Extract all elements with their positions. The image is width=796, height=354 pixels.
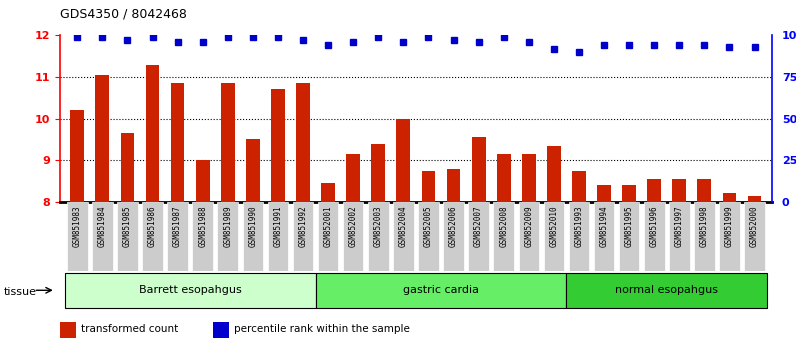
Bar — [597, 185, 611, 202]
Bar — [567, 273, 767, 308]
Bar — [443, 202, 464, 271]
Text: GSM851992: GSM851992 — [298, 205, 307, 247]
Bar — [343, 202, 364, 271]
Text: GSM852004: GSM852004 — [399, 205, 408, 247]
Bar — [522, 154, 536, 202]
Bar — [146, 64, 159, 202]
Bar — [246, 139, 259, 202]
Text: GSM852009: GSM852009 — [525, 205, 533, 247]
Text: normal esopahgus: normal esopahgus — [615, 285, 718, 295]
Text: GSM852000: GSM852000 — [750, 205, 759, 247]
Bar — [346, 154, 360, 202]
Bar — [117, 202, 138, 271]
Bar — [518, 202, 539, 271]
Text: GSM851994: GSM851994 — [599, 205, 609, 247]
Text: GSM851989: GSM851989 — [223, 205, 232, 247]
Bar — [544, 202, 564, 271]
Text: GSM851988: GSM851988 — [198, 205, 207, 247]
Bar — [315, 273, 567, 308]
Bar — [697, 179, 712, 202]
Bar — [243, 202, 263, 271]
Text: GSM852007: GSM852007 — [474, 205, 483, 247]
Text: GSM852010: GSM852010 — [549, 205, 558, 247]
Text: GSM851985: GSM851985 — [123, 205, 132, 247]
Bar — [694, 202, 715, 271]
Text: GSM851986: GSM851986 — [148, 205, 157, 247]
Text: GSM852008: GSM852008 — [499, 205, 508, 247]
Bar — [744, 202, 765, 271]
Text: GSM852003: GSM852003 — [374, 205, 383, 247]
Text: gastric cardia: gastric cardia — [403, 285, 479, 295]
Text: GSM851999: GSM851999 — [725, 205, 734, 247]
Bar — [393, 202, 414, 271]
Text: GSM851998: GSM851998 — [700, 205, 709, 247]
Bar — [213, 322, 229, 338]
Bar — [618, 202, 639, 271]
Bar — [673, 179, 686, 202]
Text: tissue: tissue — [4, 287, 37, 297]
Bar — [167, 202, 188, 271]
Text: GSM851991: GSM851991 — [274, 205, 283, 247]
Bar — [322, 183, 335, 202]
Bar — [594, 202, 615, 271]
Bar — [622, 185, 636, 202]
Bar — [494, 202, 514, 271]
Bar — [67, 202, 88, 271]
Bar — [217, 202, 238, 271]
Bar — [568, 202, 589, 271]
Bar — [196, 160, 209, 202]
Bar — [372, 144, 385, 202]
Text: GSM851996: GSM851996 — [650, 205, 659, 247]
Text: percentile rank within the sample: percentile rank within the sample — [234, 324, 410, 334]
Bar — [468, 202, 489, 271]
Text: GSM852001: GSM852001 — [324, 205, 333, 247]
Bar — [472, 137, 486, 202]
Text: GSM851983: GSM851983 — [72, 205, 82, 247]
Bar — [60, 322, 76, 338]
Bar — [70, 110, 84, 202]
Text: GSM851995: GSM851995 — [625, 205, 634, 247]
Text: GSM852002: GSM852002 — [349, 205, 357, 247]
Text: GSM851984: GSM851984 — [98, 205, 107, 247]
Bar — [368, 202, 388, 271]
Bar — [644, 202, 665, 271]
Bar — [418, 202, 439, 271]
Bar — [572, 171, 586, 202]
Bar — [92, 202, 112, 271]
Bar — [647, 179, 661, 202]
Text: GSM851993: GSM851993 — [575, 205, 583, 247]
Bar — [497, 154, 510, 202]
Text: transformed count: transformed count — [81, 324, 178, 334]
Text: GSM851997: GSM851997 — [675, 205, 684, 247]
Bar — [296, 83, 310, 202]
Bar — [447, 169, 460, 202]
Bar — [267, 202, 288, 271]
Bar — [120, 133, 135, 202]
Bar — [220, 83, 235, 202]
Bar — [318, 202, 338, 271]
Text: GDS4350 / 8042468: GDS4350 / 8042468 — [60, 7, 186, 20]
Bar — [193, 202, 213, 271]
Text: GSM851990: GSM851990 — [248, 205, 257, 247]
Bar — [723, 194, 736, 202]
Bar — [422, 171, 435, 202]
Text: Barrett esopahgus: Barrett esopahgus — [139, 285, 241, 295]
Bar — [720, 202, 739, 271]
Text: GSM852006: GSM852006 — [449, 205, 458, 247]
Bar — [396, 119, 410, 202]
Bar — [271, 90, 285, 202]
Bar — [96, 75, 109, 202]
Bar — [293, 202, 314, 271]
Bar — [170, 83, 185, 202]
Bar — [669, 202, 689, 271]
Bar — [547, 145, 560, 202]
Bar — [64, 273, 315, 308]
Bar — [747, 195, 762, 202]
Text: GSM851987: GSM851987 — [173, 205, 182, 247]
Text: GSM852005: GSM852005 — [424, 205, 433, 247]
Bar — [142, 202, 163, 271]
